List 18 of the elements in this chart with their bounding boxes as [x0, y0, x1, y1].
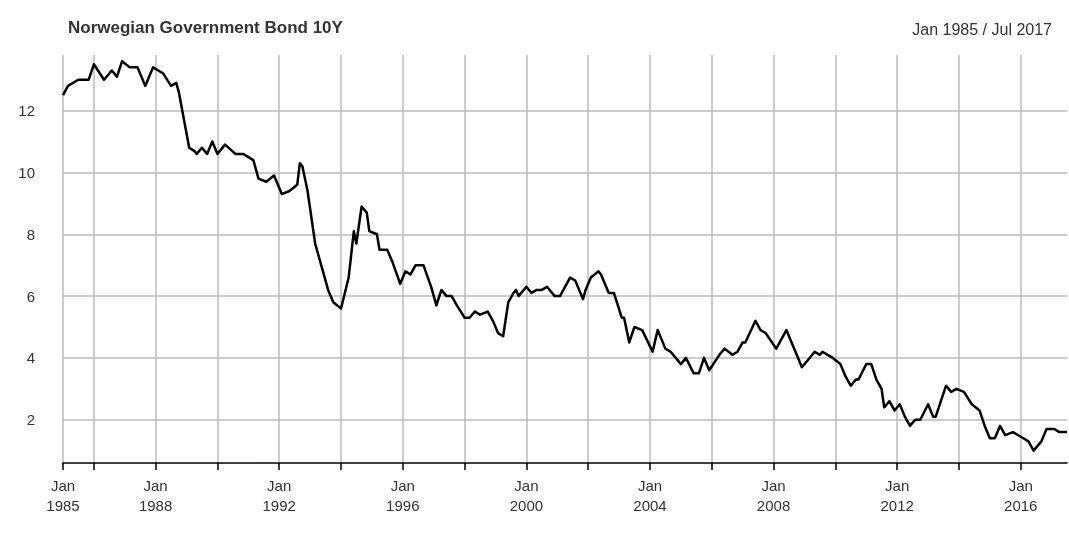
x-tick-label: Jan 2004: [633, 476, 667, 514]
x-tick-label: Jan 1988: [138, 476, 173, 514]
x-tick-label: Jan 2008: [756, 476, 791, 514]
chart-subtitle: Jan 1985 / Jul 2017: [912, 20, 1053, 38]
y-tick-label: 6: [26, 287, 35, 305]
y-tick-label: 12: [18, 102, 35, 120]
x-tick-label: Jan 1985: [46, 476, 80, 514]
x-tick-label: Jan 2012: [880, 476, 914, 514]
x-tick-label: Jan 1992: [262, 476, 296, 514]
x-tick-label: Jan 2000: [509, 476, 544, 514]
chart-title: Norwegian Government Bond 10Y: [68, 18, 344, 37]
y-tick-label: 10: [18, 163, 35, 181]
x-tick-label: Jan 2016: [1004, 476, 1038, 514]
y-tick-label: 2: [26, 411, 35, 429]
y-tick-label: 8: [26, 225, 35, 243]
line-series: [61, 59, 1069, 452]
x-tick-label: Jan 1996: [386, 476, 420, 514]
y-tick-label: 4: [26, 349, 35, 367]
